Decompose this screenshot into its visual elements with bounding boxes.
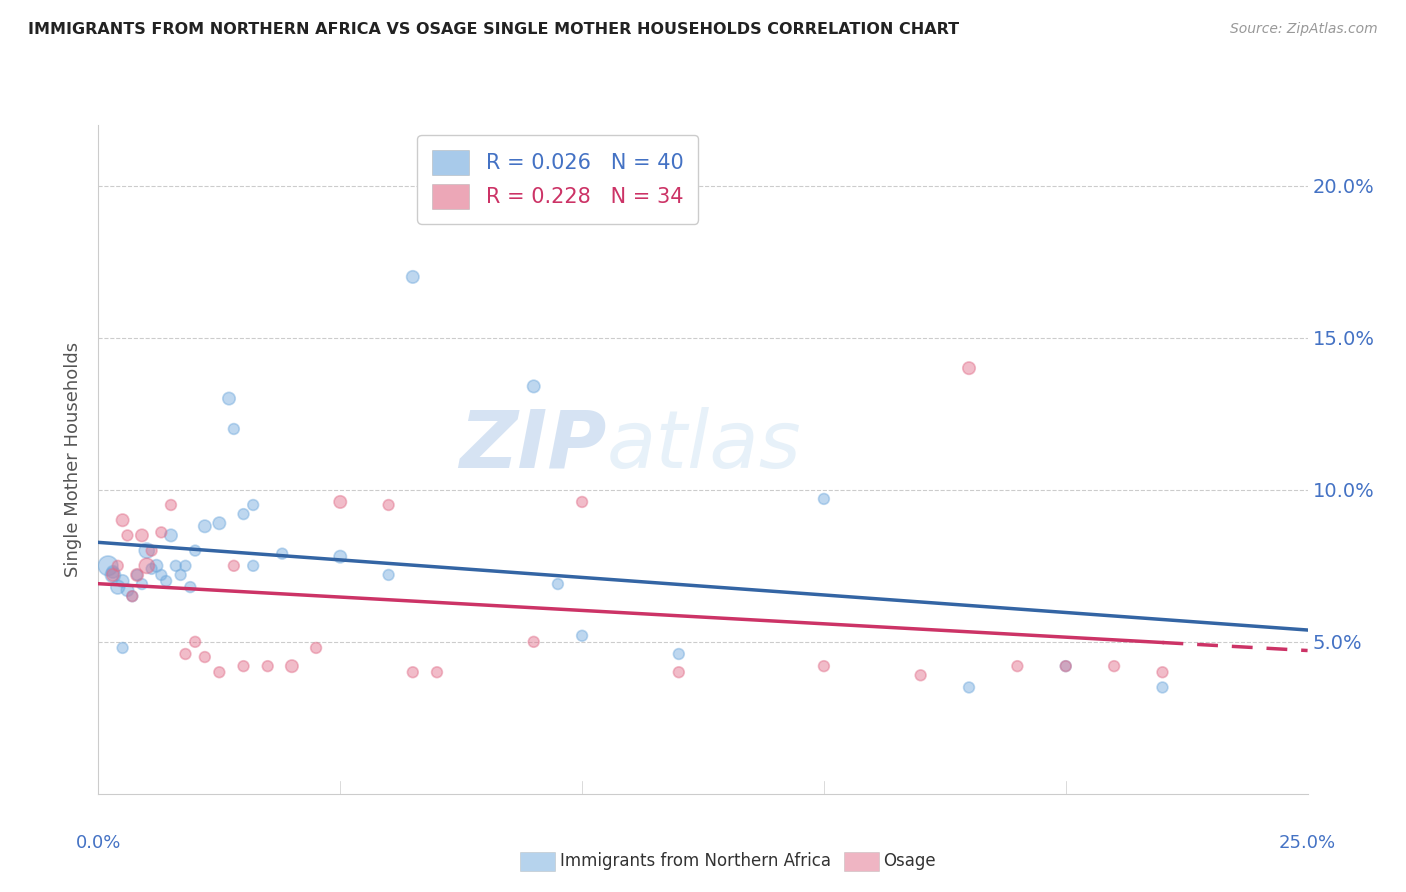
Text: Osage: Osage	[883, 852, 935, 870]
Point	[150, 525, 173, 540]
Legend: R = 0.026   N = 40, R = 0.228   N = 34: R = 0.026 N = 40, R = 0.228 N = 34	[418, 136, 699, 224]
Text: 25.0%: 25.0%	[1279, 834, 1336, 852]
Point	[101, 568, 124, 582]
Point	[281, 659, 304, 673]
Point	[1054, 659, 1077, 673]
Text: ZIP: ZIP	[458, 407, 606, 485]
Point	[121, 589, 143, 603]
Point	[305, 640, 328, 655]
Point	[271, 547, 294, 561]
Point	[232, 659, 254, 673]
Point	[547, 577, 569, 591]
Point	[194, 650, 217, 665]
Point	[242, 498, 264, 512]
Point	[668, 647, 690, 661]
Point	[135, 558, 157, 573]
Point	[131, 577, 153, 591]
Point	[329, 495, 352, 509]
Point	[179, 580, 201, 594]
Point	[184, 543, 207, 558]
Point	[111, 640, 134, 655]
Point	[523, 379, 546, 393]
Text: 0.0%: 0.0%	[76, 834, 121, 852]
Text: IMMIGRANTS FROM NORTHERN AFRICA VS OSAGE SINGLE MOTHER HOUSEHOLDS CORRELATION CH: IMMIGRANTS FROM NORTHERN AFRICA VS OSAGE…	[28, 22, 959, 37]
Point	[160, 528, 183, 542]
Point	[101, 568, 124, 582]
Point	[131, 528, 153, 542]
Point	[218, 392, 240, 406]
Point	[910, 668, 932, 682]
Point	[329, 549, 352, 564]
Point	[160, 498, 183, 512]
Point	[121, 589, 143, 603]
Point	[402, 665, 425, 680]
Point	[1152, 665, 1174, 680]
Point	[150, 568, 173, 582]
Text: Source: ZipAtlas.com: Source: ZipAtlas.com	[1230, 22, 1378, 37]
Text: Immigrants from Northern Africa: Immigrants from Northern Africa	[560, 852, 831, 870]
Point	[426, 665, 449, 680]
Point	[141, 543, 163, 558]
Point	[117, 583, 139, 598]
Point	[571, 495, 593, 509]
Point	[377, 568, 399, 582]
Point	[97, 558, 120, 573]
Point	[1102, 659, 1125, 673]
Point	[165, 558, 187, 573]
Point	[127, 568, 149, 582]
Point	[402, 269, 425, 284]
Point	[107, 558, 129, 573]
Point	[377, 498, 399, 512]
Point	[107, 580, 129, 594]
Point	[256, 659, 278, 673]
Point	[141, 562, 163, 576]
Point	[117, 528, 139, 542]
Point	[957, 681, 980, 695]
Point	[174, 647, 197, 661]
Point	[194, 519, 217, 533]
Point	[813, 659, 835, 673]
Point	[1007, 659, 1029, 673]
Point	[127, 568, 149, 582]
Point	[101, 565, 124, 579]
Point	[208, 665, 231, 680]
Point	[957, 361, 980, 376]
Point	[111, 513, 134, 527]
Point	[222, 558, 245, 573]
Point	[111, 574, 134, 588]
Text: atlas: atlas	[606, 407, 801, 485]
Point	[1152, 681, 1174, 695]
Point	[232, 507, 254, 521]
Point	[571, 629, 593, 643]
Point	[145, 558, 167, 573]
Point	[668, 665, 690, 680]
Y-axis label: Single Mother Households: Single Mother Households	[65, 342, 83, 577]
Point	[523, 635, 546, 649]
Point	[135, 543, 157, 558]
Point	[222, 422, 245, 436]
Point	[155, 574, 177, 588]
Point	[174, 558, 197, 573]
Point	[169, 568, 191, 582]
Point	[184, 635, 207, 649]
Point	[208, 516, 231, 531]
Point	[813, 491, 835, 506]
Point	[1054, 659, 1077, 673]
Point	[242, 558, 264, 573]
